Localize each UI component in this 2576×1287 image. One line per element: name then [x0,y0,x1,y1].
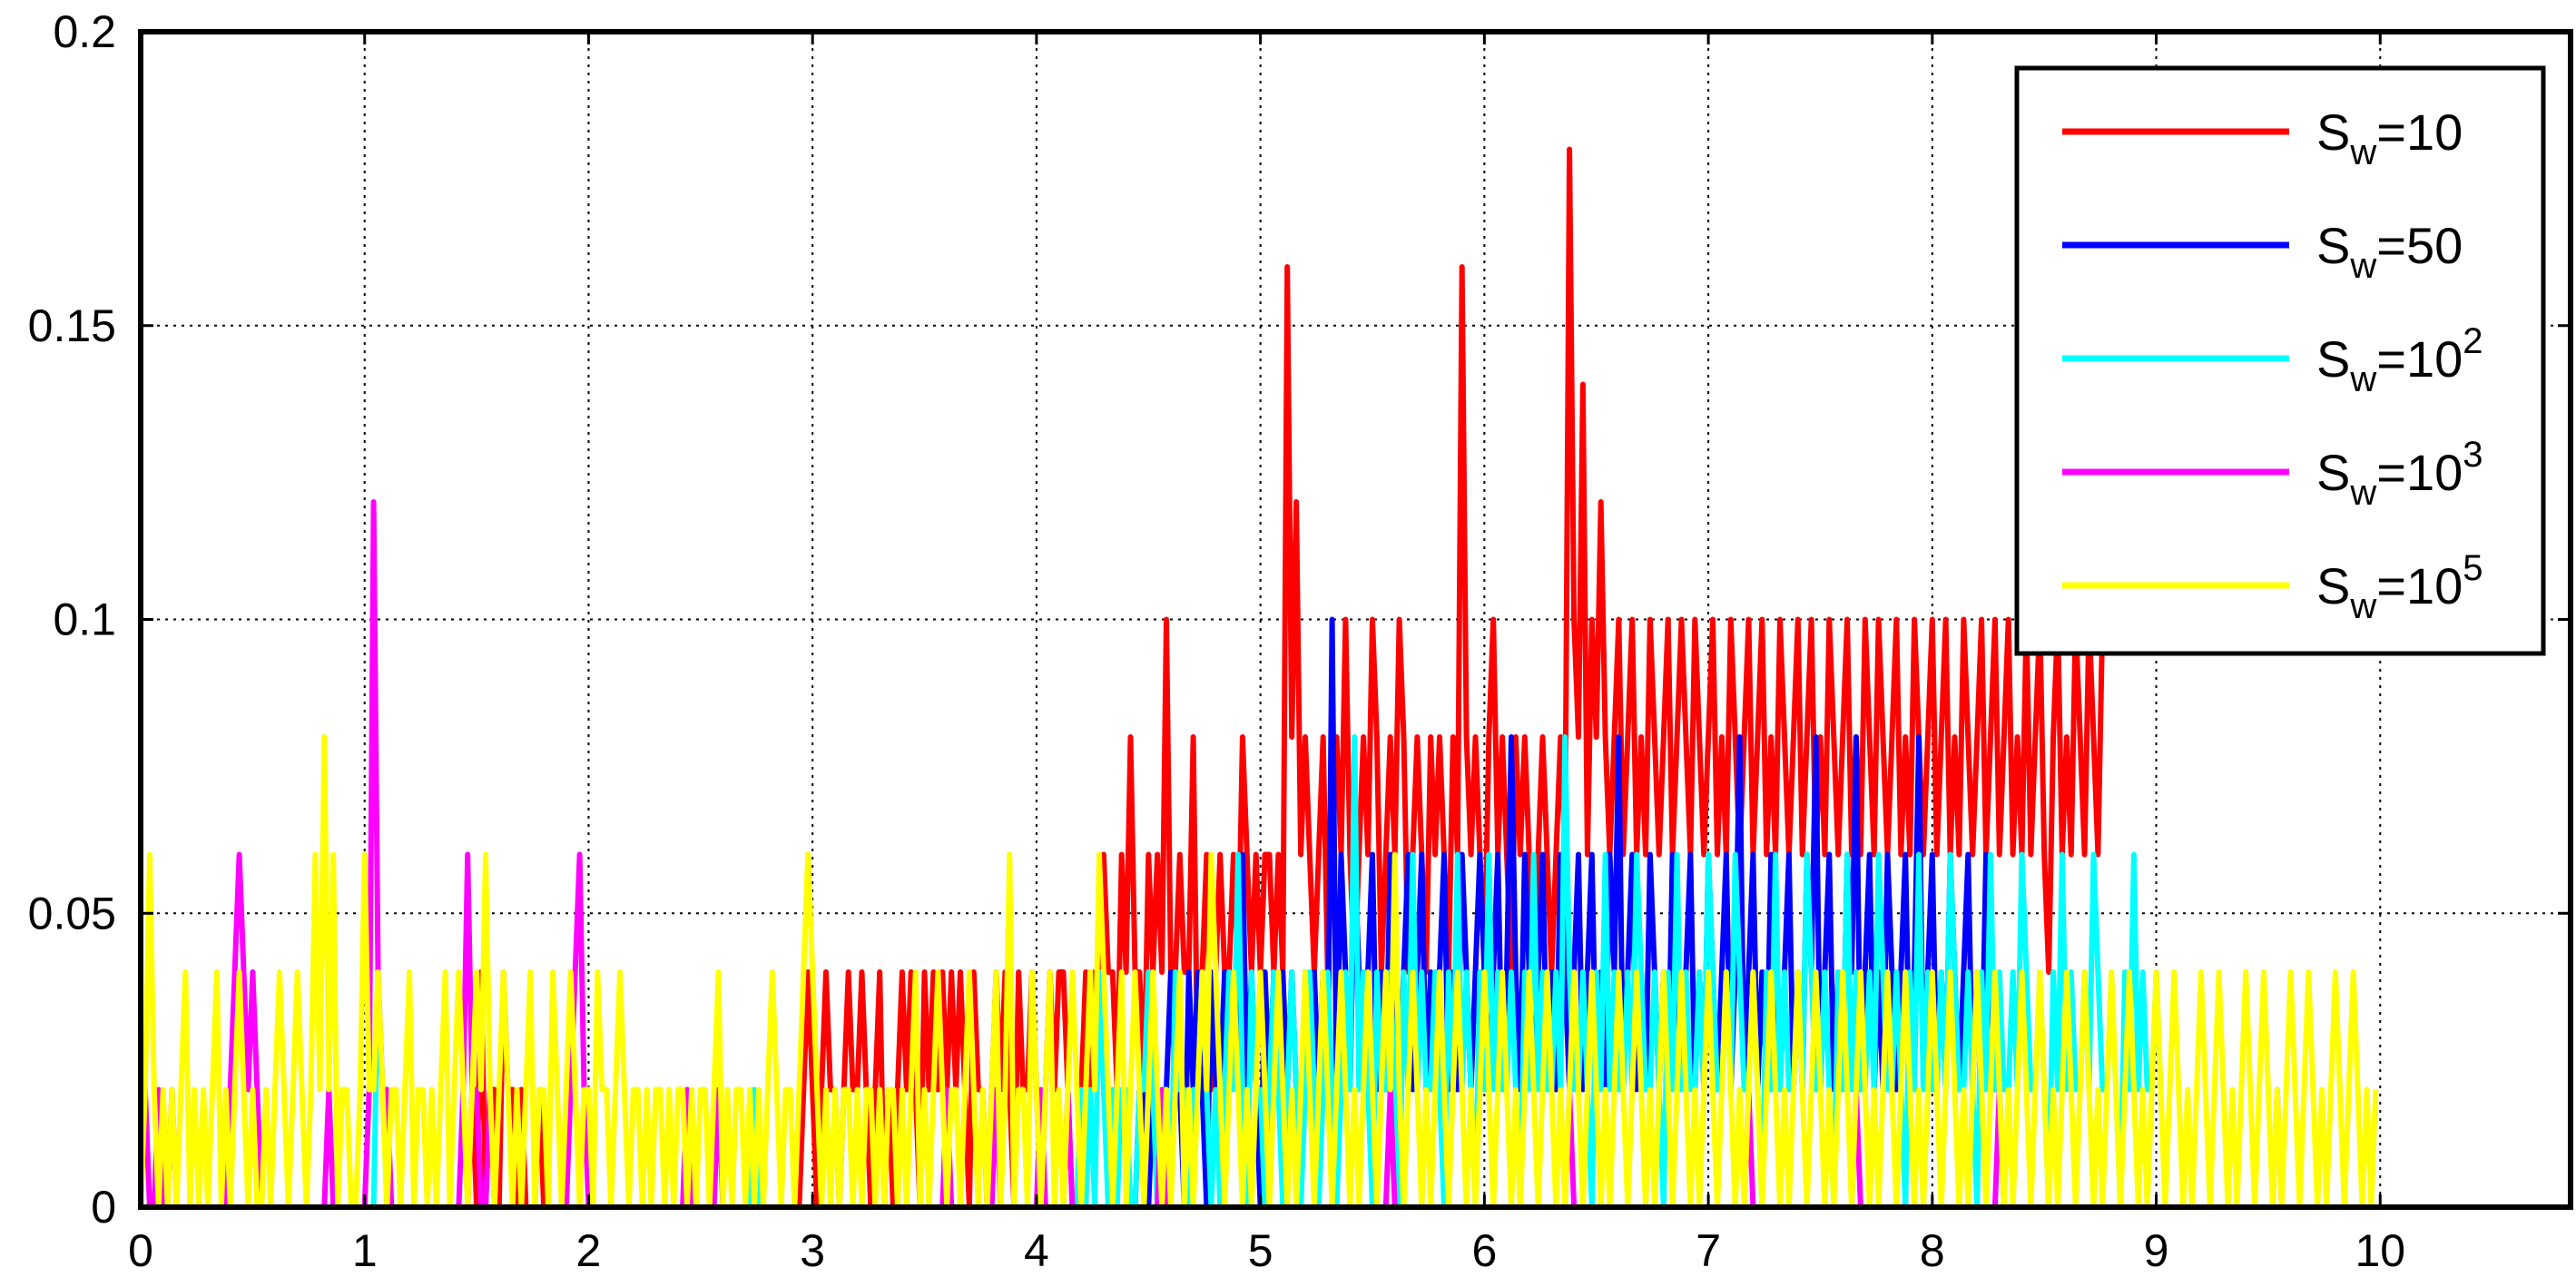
x-tick-label: 0 [128,1225,153,1276]
x-tick-label: 7 [1696,1225,1721,1276]
y-tick-label: 0.1 [53,594,116,645]
x-tick-label: 6 [1471,1225,1497,1276]
legend-label: Sw=105 [2316,548,2483,626]
y-tick-label: 0.2 [53,6,116,57]
x-tick-label: 8 [1920,1225,1945,1276]
legend-label: Sw=102 [2316,321,2483,399]
x-tick-label: 10 [2355,1225,2405,1276]
x-tick-label: 9 [2144,1225,2169,1276]
x-tick-label: 3 [800,1225,825,1276]
legend-label: Sw=103 [2316,435,2483,513]
legend-label: Sw=10 [2316,103,2463,172]
legend-label: Sw=50 [2316,217,2463,286]
x-tick-label: 2 [576,1225,602,1276]
y-tick-label: 0 [91,1182,116,1233]
series-line-4 [138,734,2379,1210]
x-tick-label: 4 [1024,1225,1049,1276]
legend: Sw=10 Sw=50 Sw=102 Sw=103 Sw=105 [2014,65,2546,656]
y-tick-label: 0.15 [28,300,116,351]
axis-ticks: 0 1 2 3 4 5 6 7 8 9 10 0 0.05 0.1 0.15 0.2 [28,6,2571,1276]
x-tick-label: 1 [352,1225,378,1276]
x-tick-label: 5 [1248,1225,1273,1276]
y-tick-label: 0.05 [28,888,116,938]
